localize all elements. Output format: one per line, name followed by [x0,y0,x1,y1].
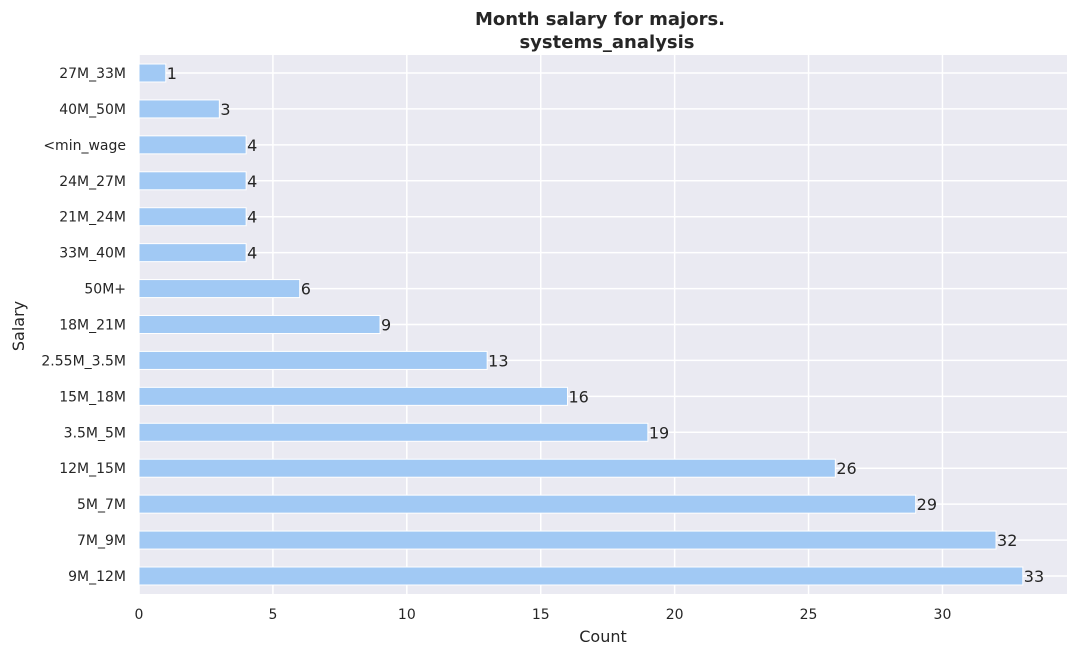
bar [138,350,488,370]
y-tick-label: 5M_7M [77,497,126,513]
bar [138,315,381,334]
x-tick-label: 30 [934,607,952,623]
chart-title: Month salary for majors. [475,9,725,30]
bar-value-label: 29 [917,495,937,514]
bar [138,63,167,83]
bar-value-label: 1 [167,64,177,83]
bar [138,458,836,478]
y-tick-label: 21M_24M [59,210,126,226]
y-tick-label: 15M_18M [59,389,126,405]
bar-value-label: 4 [247,136,257,155]
y-axis-label: Salary [9,301,28,351]
chart-subtitle: systems_analysis [519,32,694,53]
y-tick-label: 50M+ [84,282,126,298]
y-tick-label: 2.55M_3.5M [41,353,126,369]
bar [138,207,247,227]
y-tick-label: <min_wage [43,138,126,154]
bar-value-label: 4 [247,172,257,191]
y-tick-label: 12M_15M [59,461,126,477]
bar [138,243,247,263]
x-tick-label: 25 [800,607,818,623]
bar-value-label: 3 [220,100,230,119]
bar [138,279,301,299]
x-tick-label: 15 [532,607,550,623]
bar-value-label: 19 [649,423,669,442]
bar [138,422,649,442]
y-tick-label: 3.5M_5M [64,425,126,441]
y-tick-label: 9M_12M [68,569,126,585]
bars [138,63,1024,586]
y-tick-labels: 27M_33M 40M_50M <min_wage 24M_27M 21M_24M 33M… [41,66,126,585]
bar-value-label: 32 [997,531,1017,550]
x-tick-label: 5 [268,607,277,623]
bar-value-label: 4 [247,208,257,227]
y-tick-label: 18M_21M [59,318,126,334]
y-tick-label: 27M_33M [59,66,126,82]
bar [138,530,997,550]
bar-value-label: 4 [247,244,257,263]
bar-value-label: 33 [1024,567,1044,586]
y-tick-label: 24M_27M [59,174,126,190]
y-tick-label: 7M_9M [77,533,126,549]
bar-value-label: 16 [569,387,589,406]
x-tick-labels: 0 5 10 15 20 25 30 [135,607,952,623]
bar [138,386,569,406]
bar-value-label: 6 [301,280,311,299]
x-tick-label: 10 [398,607,416,623]
y-tick-label: 40M_50M [59,102,126,118]
bar [138,566,1024,586]
bar-value-label: 9 [381,316,391,335]
x-tick-label: 20 [666,607,684,623]
bar [138,494,917,514]
x-axis-label: Count [579,627,627,646]
bar [138,135,247,155]
bar-value-label: 26 [836,459,856,478]
bar [138,171,247,191]
x-tick-label: 0 [135,607,144,623]
bar [138,99,220,119]
y-tick-label: 33M_40M [59,246,126,262]
bar-value-label: 13 [488,351,508,370]
